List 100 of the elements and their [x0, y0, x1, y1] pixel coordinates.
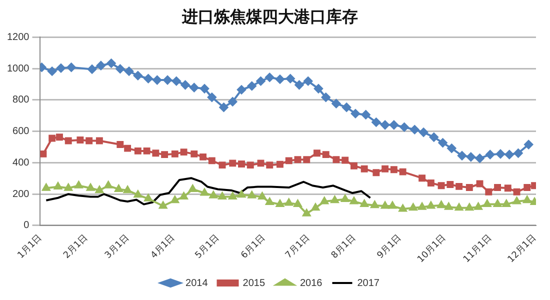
point	[218, 192, 226, 200]
point	[54, 182, 62, 190]
point	[228, 192, 237, 200]
point	[285, 157, 292, 164]
x-tick-label: 9月1日	[376, 233, 404, 261]
point	[42, 184, 50, 191]
point	[180, 192, 188, 200]
point	[429, 132, 438, 142]
point	[200, 84, 210, 94]
point	[133, 71, 142, 80]
point	[124, 144, 132, 152]
point	[350, 196, 358, 204]
point	[342, 156, 349, 164]
point	[418, 174, 426, 182]
y-tick-label: 600	[12, 126, 30, 138]
point	[466, 152, 476, 162]
point	[64, 184, 72, 191]
point	[437, 200, 446, 208]
point	[330, 196, 339, 204]
y-tick-label: 1000	[6, 63, 30, 74]
point	[350, 162, 358, 170]
x-tick-label: 11月1日	[462, 233, 494, 265]
point	[286, 74, 295, 84]
point	[284, 198, 293, 206]
point	[427, 179, 434, 186]
point	[360, 200, 368, 208]
point	[332, 99, 341, 108]
x-tick-label: 4月1日	[149, 233, 178, 261]
point	[399, 168, 406, 176]
point	[446, 181, 454, 188]
point	[144, 194, 152, 202]
point	[265, 72, 274, 82]
point	[523, 196, 532, 204]
point	[381, 202, 390, 209]
point	[418, 202, 426, 210]
point	[190, 150, 198, 158]
point	[476, 180, 484, 188]
x-tick-label: 12月1日	[506, 233, 538, 265]
point	[228, 97, 238, 106]
point	[294, 156, 302, 164]
point	[152, 76, 162, 85]
point	[134, 147, 142, 154]
point	[465, 203, 474, 211]
point	[513, 188, 520, 196]
point	[361, 110, 370, 120]
point	[248, 191, 256, 198]
point	[514, 148, 523, 158]
point	[314, 150, 320, 157]
point	[56, 64, 66, 73]
point	[257, 160, 264, 167]
point	[456, 182, 463, 190]
point	[314, 84, 323, 94]
point	[455, 203, 464, 211]
point	[494, 184, 501, 191]
point	[475, 154, 484, 163]
point	[247, 82, 256, 90]
point	[258, 192, 266, 200]
point	[86, 184, 95, 191]
point	[409, 203, 418, 211]
point	[219, 102, 228, 112]
point	[350, 109, 360, 118]
point	[209, 191, 218, 198]
x-tick-label: 6月1日	[240, 233, 268, 261]
point	[152, 150, 160, 157]
point	[48, 66, 57, 76]
point	[388, 202, 396, 209]
point	[341, 194, 350, 202]
point	[438, 182, 445, 190]
point	[419, 128, 428, 137]
point	[266, 162, 274, 169]
point	[170, 196, 179, 204]
chart-title: 进口炼焦煤四大港口库存	[181, 6, 358, 26]
point	[96, 137, 103, 144]
y-tick-label: 200	[12, 188, 30, 200]
point	[159, 202, 168, 209]
point	[237, 85, 246, 94]
point	[304, 76, 313, 86]
y-tick-label: 1200	[6, 32, 30, 43]
point	[322, 151, 330, 158]
point	[360, 165, 368, 172]
y-tick-label: 400	[12, 157, 30, 168]
x-tick-label: 2月1日	[62, 233, 90, 261]
point	[48, 134, 56, 142]
point	[311, 203, 320, 211]
point	[180, 80, 190, 90]
point	[447, 144, 456, 153]
point	[86, 137, 93, 144]
point	[124, 66, 134, 76]
point	[294, 80, 304, 90]
x-tick-label: 8月1日	[330, 233, 358, 261]
point	[96, 61, 106, 70]
point	[208, 157, 216, 164]
point	[74, 181, 83, 188]
point	[390, 166, 398, 174]
point	[163, 76, 172, 85]
point	[180, 148, 188, 156]
y-tick-label: 800	[12, 94, 30, 106]
point	[458, 151, 467, 160]
x-tick-label: 3月1日	[103, 233, 132, 261]
point	[342, 102, 352, 112]
